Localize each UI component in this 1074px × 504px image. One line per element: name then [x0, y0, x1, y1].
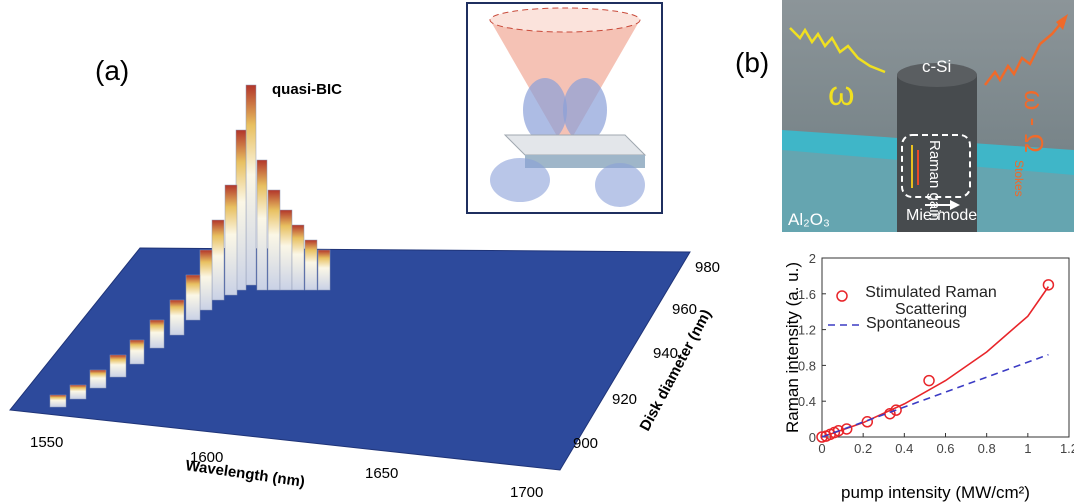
tick-label: 900: [573, 435, 598, 452]
legend-label: Stimulated Raman Scattering: [856, 284, 1006, 318]
tick-label: 960: [672, 301, 697, 318]
x-tick-label: 0.8: [978, 441, 996, 456]
axis-label: Wavelength (nm): [184, 457, 305, 491]
panel-label: (a): [95, 55, 129, 86]
y-tick-label: 0: [809, 430, 816, 445]
figure: (a) quasi-BIC 1550 1600 1650 1700 900 92…: [0, 0, 1074, 504]
x-tick-label: 0.6: [936, 441, 954, 456]
tick-label: 980: [695, 259, 720, 276]
mode-label: Mie-mode: [906, 207, 977, 224]
subscript: Stokes: [1012, 160, 1026, 197]
axis-label: Disk diameter (nm): [637, 307, 715, 434]
x-tick-label: 0: [818, 441, 825, 456]
tick-label: 920: [612, 391, 637, 408]
substrate-label: Al₂O₃: [788, 210, 830, 229]
tick-label: 1650: [365, 465, 398, 482]
symbol: ω: [828, 75, 855, 113]
legend-label: Spontaneous: [866, 315, 960, 333]
y-tick-label: 2: [809, 251, 816, 266]
figure-canvas: (a) quasi-BIC 1550 1600 1650 1700 900 92…: [0, 0, 1074, 504]
y-axis-label: Raman intensity (a. u.): [783, 262, 802, 433]
x-tick-label: 1.2: [1060, 441, 1074, 456]
symbol: ω - Ω: [1019, 90, 1049, 153]
x-tick-label: 0.2: [854, 441, 872, 456]
inset: [467, 3, 662, 213]
x-tick-label: 0.4: [895, 441, 913, 456]
material-label: c-Si: [922, 57, 951, 76]
x-tick-label: 1: [1024, 441, 1031, 456]
tick-label: 1550: [30, 434, 63, 451]
annotation: quasi-BIC: [272, 81, 342, 98]
tick-label: 1700: [510, 484, 543, 501]
panel-label: (b): [735, 47, 769, 78]
x-axis-label: pump intensity (MW/cm²): [841, 483, 1030, 502]
